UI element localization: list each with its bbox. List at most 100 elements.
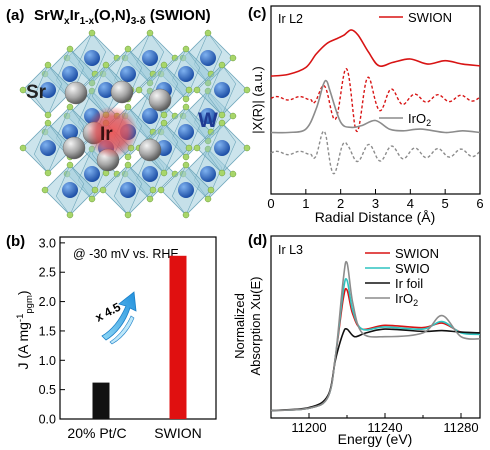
anion-atom [193, 144, 201, 152]
panel-d-edge-label: Ir L3 [278, 243, 303, 257]
x-tick-label: 3 [372, 196, 379, 211]
anion-atom [182, 103, 190, 111]
ir-atom-highlight [86, 106, 138, 158]
sr-atom [148, 88, 172, 112]
b-site-atom [62, 182, 78, 198]
anion-atom [243, 86, 251, 94]
anion-atom [113, 54, 121, 62]
b-site-atom [200, 50, 216, 66]
curve-swion [270, 287, 481, 412]
b-site-atom [214, 82, 230, 98]
legend-d-irfoil-label: Ir foil [395, 276, 423, 291]
bar-swion [169, 255, 187, 419]
anion-atom [149, 128, 157, 136]
anion-atom [88, 29, 96, 37]
y-tick-label: 2.0 [39, 295, 56, 309]
sr-atom [110, 80, 134, 104]
anion-atom [124, 161, 132, 169]
panel-b-note: @ -30 mV vs. RHE [73, 247, 179, 261]
panel-a-formula: SrWxIr1-x(O,N)3-δ (SWION) [34, 7, 211, 27]
perovskite-crystal-structure [19, 29, 251, 219]
anion-atom [182, 211, 190, 219]
anion-atom [91, 70, 99, 78]
y-tick-label: 3.0 [39, 236, 56, 250]
anion-atom [185, 144, 193, 152]
b-site-atom [120, 66, 136, 82]
panel-d-x-axis: 11200 11240 11280 [291, 413, 479, 435]
panel-b-y-label: J (A mg-1pgm) [15, 290, 35, 369]
b-site-atom [178, 66, 194, 82]
x-tick-label: 11280 [443, 420, 478, 435]
anion-atom [218, 119, 226, 127]
anion-atom [146, 87, 154, 95]
anion-atom [229, 112, 237, 120]
y-tick-label: 0.5 [39, 383, 56, 397]
anion-atom [160, 169, 168, 177]
anion-atom [124, 103, 132, 111]
b-site-atom [214, 140, 230, 156]
anion-atom [160, 119, 168, 127]
panel-d-label: (d) [248, 232, 267, 249]
b-site-atom [142, 50, 158, 66]
anion-atom [146, 79, 154, 87]
y-tick-label: 2.5 [39, 266, 56, 280]
anion-atom [157, 186, 165, 194]
b-site-atom [200, 166, 216, 182]
anion-atom [41, 186, 49, 194]
b-site-atom [62, 66, 78, 82]
legend-iro2-label: IrO2 [408, 111, 431, 128]
panel-c-x-axis: 0 1 2 3 4 5 6 [267, 189, 484, 211]
b-site-atom [84, 166, 100, 182]
panel-d-x-label: Energy (eV) [338, 431, 413, 447]
panel-b-label: (b) [6, 233, 25, 250]
anion-atom [146, 29, 154, 37]
anion-atom [124, 211, 132, 219]
legend-d-iro2-label: IrO2 [395, 291, 418, 308]
b-site-atom [142, 108, 158, 124]
y-tick-label: 1.5 [39, 324, 56, 338]
legend-swion-label: SWION [408, 10, 452, 25]
anion-atom [229, 170, 237, 178]
b-site-atom [98, 82, 114, 98]
anion-atom [204, 195, 212, 203]
anion-atom [113, 170, 121, 178]
panel-c-edge-label: Ir L2 [278, 12, 303, 26]
anion-atom [204, 137, 212, 145]
anion-atom [218, 61, 226, 69]
panel-c-y-label: |X(R)| (a.u.) [250, 66, 265, 133]
anion-atom [44, 61, 52, 69]
curve-irfoil [270, 327, 481, 412]
x-tick-label: 1 [302, 196, 309, 211]
anion-atom [160, 61, 168, 69]
panel-b-x-axis: 20% Pt/C SWION [67, 425, 201, 441]
panel-d-plot-frame [270, 235, 481, 419]
legend-d-swion-label: SWION [395, 246, 439, 261]
x-tick-label: 11240 [367, 420, 402, 435]
panel-d-y-label-line1: Normalized [232, 293, 247, 359]
panel-d-curves [270, 260, 481, 412]
anion-atom [88, 79, 96, 87]
panel-b-bars [92, 255, 187, 419]
bar-20-pt-c [92, 382, 110, 419]
anion-atom [207, 70, 215, 78]
anion-atom [171, 54, 179, 62]
curve-swion-magnitude [270, 29, 481, 77]
legend-d-swio-label: SWIO [395, 261, 430, 276]
anion-atom [19, 144, 27, 152]
x-category-label: SWION [154, 425, 201, 441]
y-tick-label: 0.0 [39, 413, 56, 427]
anion-atom [44, 169, 52, 177]
b-site-atom [178, 182, 194, 198]
anion-atom [204, 29, 212, 37]
b-site-atom [142, 166, 158, 182]
x-tick-label: 5 [442, 196, 449, 211]
anion-atom [193, 86, 201, 94]
b-site-atom [84, 50, 100, 66]
curve-iro2-real-part [270, 130, 481, 175]
anion-atom [149, 186, 157, 194]
sr-atom [138, 138, 162, 162]
anion-atom [91, 186, 99, 194]
anion-atom [149, 70, 157, 78]
anion-atom [160, 111, 168, 119]
panel-b-plot-frame [59, 236, 217, 420]
